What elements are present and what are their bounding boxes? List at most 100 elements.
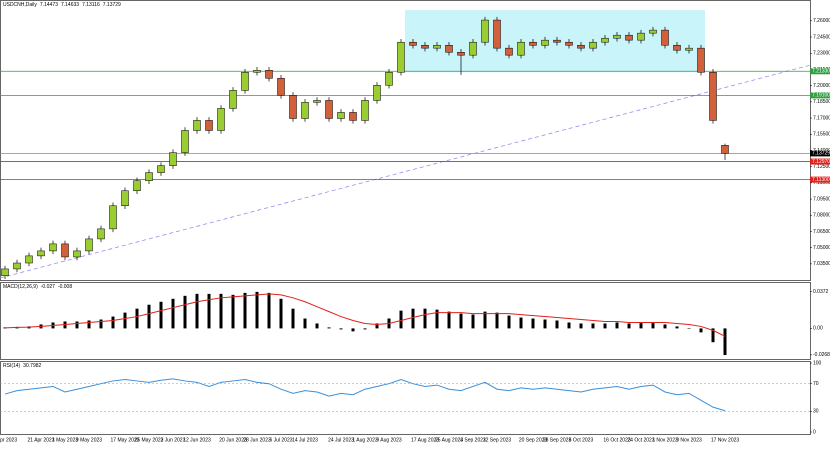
macd-bar <box>291 308 295 329</box>
level-label: 7.11300 <box>812 177 830 183</box>
x-tick-label: 12 Jun 2023 <box>183 437 211 443</box>
macd-bar <box>603 323 607 329</box>
x-tick-label: 24 Oct 2023 <box>627 437 654 443</box>
signal-last: -0.008 <box>58 284 72 290</box>
plot-layer: 7.03500 7.05000 7.06500 7.08000 7.09500 7.110… <box>0 10 830 443</box>
x-tick-label: 1 May 2023 <box>52 437 78 443</box>
macd-bar <box>483 311 487 329</box>
y-tick-label: 0.0372 <box>813 289 829 295</box>
y-tick-label: 7.08000 <box>813 213 830 219</box>
macd-bar <box>147 304 151 329</box>
x-tick-label: 17 May 2023 <box>111 437 140 443</box>
y-tick-label: 7.24500 <box>813 34 830 40</box>
y-tick-label: 7.05000 <box>813 245 830 251</box>
x-tick-label: 1 Aug 2023 <box>352 437 378 443</box>
x-tick-label: 28 Sep 2023 <box>543 437 572 443</box>
x-tick-label: 2 Jun 2023 <box>161 437 186 443</box>
level-label: 7.12970 <box>812 159 830 165</box>
candle-body <box>481 19 489 43</box>
y-tick-label: 7.12500 <box>813 164 830 170</box>
macd-bar <box>123 312 127 329</box>
candle-body <box>109 205 117 230</box>
candle-body <box>661 29 669 46</box>
symbol: USDCNH,Daily <box>3 2 37 8</box>
macd-pane <box>0 282 811 360</box>
candle-body <box>397 41 405 73</box>
x-tick-label: 1 Nov 2023 <box>652 437 678 443</box>
rsi-name: RSI(14) <box>3 363 21 369</box>
macd-bar <box>567 322 571 329</box>
candle-body <box>529 41 537 46</box>
x-tick-label: 9 May 2023 <box>76 437 102 443</box>
macd-bar <box>555 320 559 329</box>
macd-bar <box>243 292 247 329</box>
macd-bar <box>315 323 319 329</box>
candle-body <box>385 71 393 86</box>
macd-bar <box>687 328 691 329</box>
x-tick-label: 24 Jul 2023 <box>328 437 354 443</box>
macd-bar <box>447 311 451 329</box>
macd-bar <box>231 294 235 329</box>
y-tick-label: 0.00 <box>813 326 823 332</box>
macd-bar <box>471 314 475 329</box>
y-tick-label: 7.17000 <box>813 115 830 121</box>
candle-body <box>145 172 153 181</box>
macd-name: MACD(12,26,9) <box>3 284 38 290</box>
x-tick-label: 14 Jul 2023 <box>292 437 318 443</box>
candle-body <box>445 44 453 53</box>
macd-bar <box>663 324 667 329</box>
macd-bar <box>723 328 727 356</box>
rsi-last: 30.7982 <box>23 363 41 369</box>
price-pane <box>0 0 811 281</box>
candle-body <box>193 120 201 131</box>
rsi-pane <box>0 361 811 435</box>
macd-bar <box>651 322 655 329</box>
candle-body <box>241 71 249 91</box>
candle-body <box>589 41 597 49</box>
macd-bar <box>375 323 379 329</box>
candle-body <box>49 243 57 252</box>
level-tag <box>810 158 830 165</box>
candle-body <box>325 100 333 119</box>
candle-body <box>229 90 237 109</box>
candle-body <box>697 47 705 73</box>
y-tick-label: 0 <box>813 429 816 435</box>
candle-body <box>289 95 297 119</box>
candle-body <box>517 41 525 56</box>
candle-body <box>553 39 561 43</box>
candle-body <box>469 41 477 56</box>
macd-bar <box>675 326 679 329</box>
macd-bar <box>411 308 415 329</box>
candle-body <box>709 71 717 121</box>
macd-bar <box>507 315 511 329</box>
x-tick-label: 4 Sep 2023 <box>460 437 486 443</box>
candle-body <box>565 41 573 46</box>
macd-bar <box>219 293 223 329</box>
candle-body <box>505 47 513 56</box>
signal-line <box>4 293 726 337</box>
x-tick-label: 17 Aug 2023 <box>411 437 439 443</box>
y-tick-label: 7.18500 <box>813 99 830 105</box>
x-tick-label: 17 Nov 2023 <box>711 437 740 443</box>
candle-body <box>85 238 93 252</box>
macd-bar <box>423 308 427 329</box>
x-tick-label: 20 Jun 2023 <box>219 437 247 443</box>
macd-bar <box>75 321 79 329</box>
y-tick-label: 7.26000 <box>813 18 830 24</box>
macd-bar <box>159 301 163 329</box>
macd-bar <box>195 293 199 329</box>
x-tick-label: 16 Oct 2023 <box>603 437 630 443</box>
macd-bar <box>459 313 463 329</box>
level-label: 7.19100 <box>812 93 830 99</box>
x-tick-label: 9 Aug 2023 <box>376 437 402 443</box>
level-tag <box>810 68 830 75</box>
candle-body <box>169 152 177 166</box>
candle-body <box>121 190 129 207</box>
x-tick-label: 25 Aug 2023 <box>435 437 463 443</box>
candle-body <box>313 100 321 103</box>
x-tick-label: 12 Sep 2023 <box>483 437 512 443</box>
y-tick-label: 7.06500 <box>813 229 830 235</box>
macd-bar <box>87 320 91 329</box>
x-tick-label: 25 May 2023 <box>135 437 164 443</box>
